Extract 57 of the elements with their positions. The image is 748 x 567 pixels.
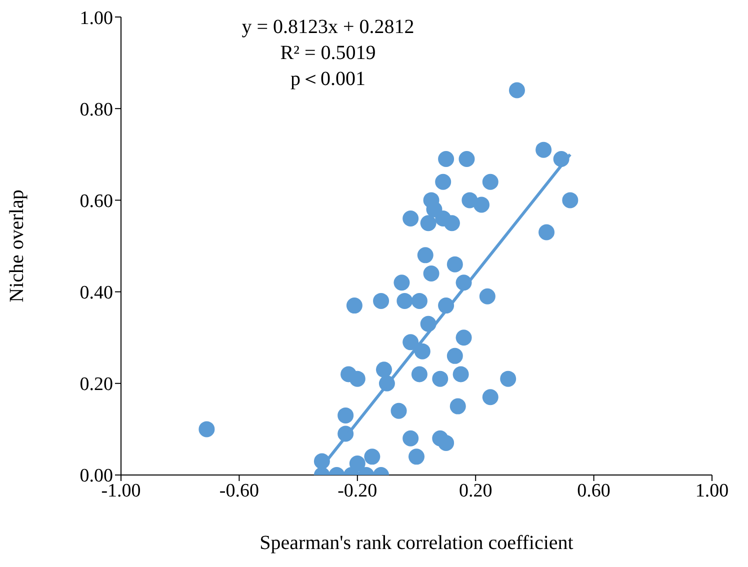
annotation: y = 0.8123x + 0.2812 bbox=[242, 16, 414, 38]
point bbox=[446, 256, 463, 272]
point bbox=[452, 366, 469, 382]
point bbox=[349, 456, 366, 472]
point bbox=[482, 174, 498, 190]
point bbox=[444, 215, 460, 232]
point bbox=[482, 389, 498, 406]
point bbox=[500, 370, 516, 387]
point bbox=[394, 274, 410, 291]
point bbox=[408, 448, 424, 465]
point bbox=[536, 142, 552, 158]
point bbox=[349, 370, 366, 387]
point bbox=[402, 210, 419, 227]
y-tick-label: 0.20 bbox=[80, 374, 113, 396]
point bbox=[450, 398, 466, 414]
x-tick-label: 0.20 bbox=[458, 480, 492, 502]
point bbox=[446, 348, 463, 364]
point bbox=[423, 192, 440, 208]
annotation: p＜0.001 bbox=[290, 68, 366, 90]
point bbox=[479, 288, 496, 304]
x-tick-label: -0.60 bbox=[219, 480, 259, 502]
point bbox=[423, 265, 440, 282]
point bbox=[474, 196, 490, 213]
y-tick-label: 0.60 bbox=[80, 190, 113, 212]
point bbox=[538, 224, 555, 240]
point bbox=[562, 192, 578, 208]
point bbox=[376, 362, 392, 378]
point bbox=[346, 298, 362, 314]
point bbox=[402, 334, 419, 350]
point bbox=[198, 421, 215, 438]
point bbox=[402, 430, 419, 446]
x-tick-label: 1.00 bbox=[695, 480, 729, 502]
annotation: R² = 0.5019 bbox=[280, 42, 376, 64]
point bbox=[411, 292, 428, 309]
point bbox=[435, 174, 452, 190]
x-axis-title: Spearman's rank correlation coefficient bbox=[260, 532, 574, 554]
point bbox=[414, 343, 430, 360]
point bbox=[417, 247, 434, 264]
point bbox=[338, 407, 354, 424]
point bbox=[508, 82, 525, 98]
y-tick-label: 0.40 bbox=[80, 282, 113, 304]
y-tick-label: 0.80 bbox=[80, 99, 113, 120]
point bbox=[438, 150, 454, 167]
point bbox=[411, 366, 428, 382]
x-tick-label: -0.20 bbox=[338, 480, 378, 502]
y-axis-title: Niche overlap bbox=[6, 190, 28, 302]
point bbox=[432, 370, 448, 387]
point bbox=[458, 150, 475, 167]
x-tick-label: 0.60 bbox=[577, 480, 610, 502]
y-tick-label: 1.00 bbox=[80, 8, 113, 29]
point bbox=[364, 448, 380, 465]
point bbox=[438, 434, 454, 451]
point bbox=[396, 292, 413, 309]
point bbox=[373, 292, 390, 309]
point bbox=[390, 402, 407, 419]
point bbox=[420, 215, 436, 232]
point bbox=[456, 330, 472, 346]
